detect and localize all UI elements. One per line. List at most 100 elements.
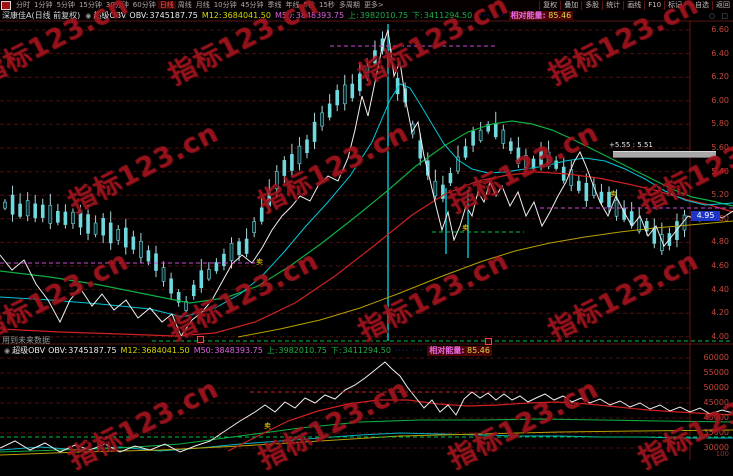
obv-line-white (0, 361, 733, 453)
candle-body (63, 211, 68, 225)
candle-body (40, 204, 45, 218)
period-tab-45分钟[interactable]: 45分钟 (240, 0, 264, 9)
candle-body (441, 184, 445, 199)
candle-body (33, 203, 38, 219)
axis-label-100: 100 (715, 450, 729, 458)
axis-label-4.40: 4.40 (711, 284, 729, 294)
candle-body (335, 90, 340, 106)
toolbar-button-多股[interactable]: 多股 (581, 0, 602, 10)
axis-label-5.20: 5.20 (711, 190, 729, 200)
line-obv-white (0, 29, 733, 338)
indicator-value-OBV: OBV:3745187.75 (48, 346, 117, 355)
candle-body (282, 160, 287, 176)
period-tab-周线[interactable]: 周线 (177, 0, 192, 9)
axis-label-35000: 35000 (703, 428, 729, 437)
chart-canvas[interactable] (0, 0, 733, 460)
candle-body (146, 250, 151, 262)
period-tab-15分钟[interactable]: 15分钟 (78, 0, 102, 9)
indicator-name[interactable]: 超级OBV (12, 346, 46, 355)
candle-body (486, 123, 491, 132)
candle-body (101, 218, 105, 236)
toolbar-button-叠加[interactable]: 叠加 (560, 0, 581, 10)
candle-body (350, 83, 355, 99)
period-tab-年线[interactable]: 年线 (285, 0, 300, 9)
period-tab-分时[interactable]: 分时 (16, 0, 30, 9)
period-tab-季线[interactable]: 季线 (267, 0, 282, 9)
candle-body (554, 160, 558, 169)
candle-body (108, 222, 113, 244)
toolbar-button-画线[interactable]: 画线 (623, 0, 644, 10)
period-tab-更多>[interactable]: 更多> (363, 0, 384, 9)
period-tab-日线[interactable]: 日线 (157, 0, 176, 9)
candle-body (365, 66, 370, 79)
axis-label-45000: 45000 (703, 398, 729, 407)
candle-body (342, 84, 347, 105)
candle-body (214, 262, 219, 272)
candle-body (327, 103, 332, 118)
candle-body (259, 207, 264, 222)
toolbar-button-复权[interactable]: 复权 (539, 0, 560, 10)
period-tab-30分钟[interactable]: 30分钟 (105, 0, 129, 9)
toolbar-button-+自选[interactable]: +自选 (685, 0, 712, 10)
candle-body (448, 172, 453, 184)
candle-body (290, 154, 294, 171)
axis-label-4.60: 4.60 (711, 261, 729, 270)
stock-name[interactable]: 深康佳A(日线 前复权) (2, 10, 81, 20)
candle-body (229, 243, 234, 261)
candle-body (161, 267, 166, 282)
toolbar-button-标记[interactable]: 标记 (664, 0, 685, 10)
period-tab-多周期[interactable]: 多周期 (338, 0, 360, 9)
candle-body (576, 180, 581, 191)
toolbar-button-返回[interactable]: 返回 (712, 0, 733, 10)
signal-box-marker (197, 336, 204, 343)
indicator-value-上: 上:3982010.75 (348, 10, 409, 20)
candle-body (305, 139, 309, 153)
window-control-icons[interactable]: ○ □ (709, 11, 730, 20)
candle-body (660, 234, 664, 252)
candle-body (297, 145, 302, 165)
period-tab-15秒[interactable]: 15秒 (319, 0, 335, 9)
period-tab-5分钟[interactable]: 5分钟 (56, 0, 75, 9)
candle-body (501, 129, 506, 144)
axis-label-60000: 60000 (703, 353, 729, 362)
axis-label-6.20: 6.20 (711, 72, 729, 82)
period-tab-60分钟[interactable]: 60分钟 (132, 0, 156, 9)
candle-body (176, 292, 181, 303)
period-tab-1分钟[interactable]: 1分钟 (34, 0, 53, 9)
candle-body (93, 222, 98, 235)
candle-body (644, 221, 649, 232)
indicator-settings-icon[interactable]: ◉ (85, 11, 92, 20)
indicator-dim-values: ···· ··· (394, 346, 424, 355)
indicator-settings-icon[interactable]: ◉ (4, 347, 11, 355)
toolbar-button-F10[interactable]: F10 (644, 0, 664, 10)
candle-body (267, 189, 272, 207)
period-tab-5秒[interactable]: 5秒 (303, 0, 316, 9)
candle-body (456, 156, 460, 172)
indicator-header-obv-pane: ◉ 超级OBV OBV:3745187.75 M12:3684041.50 M50:38… (2, 346, 492, 356)
drawline-annotation-label[interactable]: +5.55 : 5.51 (609, 141, 653, 149)
indicator-value-下: 下:3411294.50 (412, 10, 473, 20)
toolbar-button-统计[interactable]: 统计 (602, 0, 623, 10)
obv-line-cyan (0, 432, 733, 452)
candle-body (493, 123, 498, 138)
obv-line-yellow (0, 429, 733, 456)
indicator-name[interactable]: 超级OBV (93, 10, 127, 20)
candle-body (539, 150, 543, 166)
axis-label-5.40: 5.40 (711, 166, 729, 176)
line-cyan-ma (0, 83, 733, 318)
axis-label-6.00: 6.00 (711, 95, 729, 105)
obv-line-green (0, 418, 733, 453)
sell-signal-marker: 卖 (610, 190, 617, 198)
obv-line-red (227, 399, 733, 452)
app-logo-icon[interactable] (1, 0, 11, 10)
candle-body (71, 211, 75, 224)
candle-body (637, 217, 642, 232)
period-tab-10分钟[interactable]: 10分钟 (213, 0, 237, 9)
period-tabs: 分时 1分钟 5分钟 15分钟 30分钟 60分钟 日线 周线 月线 10分钟 45分钟 季线 年线 5秒… (14, 0, 386, 10)
drawline-annotation-bar[interactable] (613, 151, 716, 158)
period-tab-月线[interactable]: 月线 (195, 0, 210, 9)
candle-body (10, 194, 15, 215)
candle-body (191, 284, 196, 297)
candle-body (56, 211, 60, 223)
indicator-value-下: 下:3411294.50 (330, 346, 391, 355)
